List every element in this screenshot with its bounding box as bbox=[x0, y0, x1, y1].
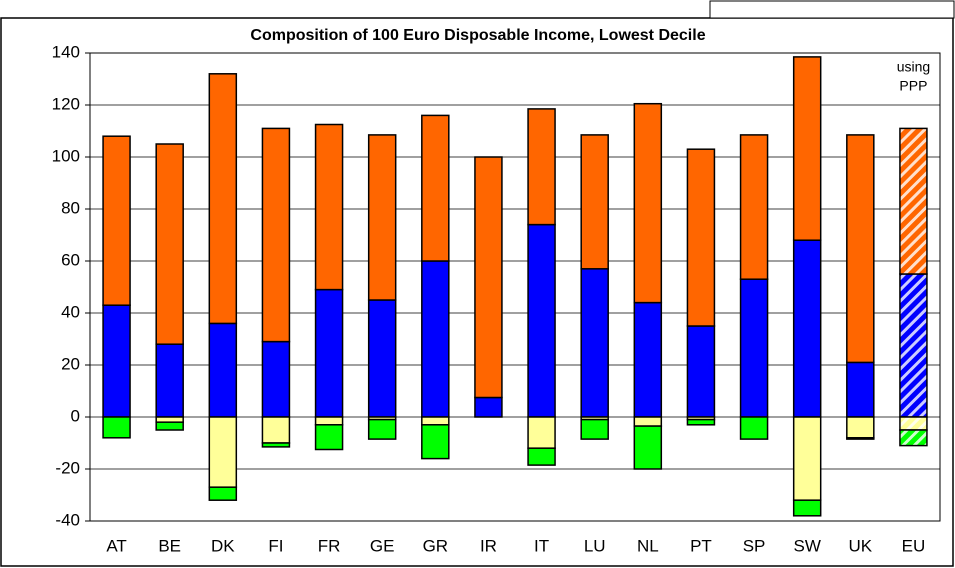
bar-segment bbox=[527, 447, 556, 466]
x-tick-label: IT bbox=[534, 536, 549, 555]
bar-segment bbox=[580, 418, 609, 440]
bar-segment bbox=[261, 442, 291, 448]
y-tick-label: 80 bbox=[61, 198, 80, 217]
header-box bbox=[709, 0, 955, 19]
annotation: PPP bbox=[899, 78, 927, 94]
x-tick-label: GR bbox=[423, 536, 449, 555]
bar-segment bbox=[421, 114, 450, 262]
bar-segment bbox=[580, 268, 609, 418]
bar-segment bbox=[739, 416, 769, 440]
bar-segment bbox=[686, 325, 716, 418]
annotation: using bbox=[897, 59, 930, 75]
bar-segment bbox=[314, 288, 344, 418]
x-tick-label: FR bbox=[318, 536, 341, 555]
bar-segment bbox=[421, 260, 450, 418]
bar-segment bbox=[846, 134, 875, 364]
bar-segment bbox=[686, 418, 716, 426]
bar-segment bbox=[527, 416, 556, 449]
y-tick-label: 140 bbox=[52, 42, 80, 61]
chart-frame bbox=[0, 17, 954, 567]
y-tick-label: 20 bbox=[61, 354, 80, 373]
bar-segment bbox=[527, 108, 556, 226]
x-tick-label: IR bbox=[480, 536, 497, 555]
bar-segment bbox=[102, 304, 131, 418]
bar-segment bbox=[792, 416, 822, 501]
bar-segment bbox=[102, 135, 131, 306]
bar-segment bbox=[421, 416, 450, 426]
bar-segment bbox=[208, 486, 238, 501]
x-tick-label: LU bbox=[584, 536, 606, 555]
bar-segment bbox=[208, 416, 238, 488]
bar-segment bbox=[367, 299, 397, 418]
bar-segment bbox=[314, 416, 344, 426]
bar-segment bbox=[792, 499, 822, 517]
y-tick-label: 100 bbox=[52, 146, 80, 165]
x-tick-label: UK bbox=[849, 536, 873, 555]
bar-segment bbox=[792, 239, 822, 418]
bar-segment bbox=[899, 273, 928, 418]
bar-segment bbox=[474, 156, 503, 399]
x-tick-label: DK bbox=[211, 536, 235, 555]
x-tick-label: BE bbox=[158, 536, 181, 555]
bar-segment bbox=[580, 134, 609, 270]
bar-segment bbox=[846, 361, 875, 418]
bar-segment bbox=[846, 437, 875, 440]
bar-segment bbox=[155, 143, 184, 345]
bar-segment bbox=[155, 416, 184, 423]
bar-segment bbox=[155, 343, 184, 418]
x-tick-label: PT bbox=[690, 536, 712, 555]
bar-segment bbox=[899, 429, 928, 447]
y-tick-label: 60 bbox=[61, 250, 80, 269]
bar-segment bbox=[421, 424, 450, 460]
x-tick-label: SW bbox=[793, 536, 820, 555]
bar-segment bbox=[739, 134, 769, 280]
bar-segment bbox=[846, 416, 875, 439]
bar-segment bbox=[633, 301, 663, 418]
x-tick-label: GE bbox=[370, 536, 395, 555]
bar-segment bbox=[208, 322, 238, 418]
bar-segment bbox=[633, 425, 663, 470]
bar-segment bbox=[261, 416, 291, 444]
bar-segment bbox=[102, 416, 131, 439]
bar-segment bbox=[739, 278, 769, 418]
x-tick-label: SP bbox=[743, 536, 766, 555]
bar-segment bbox=[633, 416, 663, 427]
bar-segment bbox=[633, 102, 663, 304]
bar-segment bbox=[155, 421, 184, 431]
x-tick-label: FI bbox=[268, 536, 283, 555]
bar-segment bbox=[527, 223, 556, 418]
chart-title: Composition of 100 Euro Disposable Incom… bbox=[250, 27, 705, 44]
bar-segment bbox=[899, 416, 928, 431]
bar-segment bbox=[314, 123, 344, 291]
y-tick-label: 0 bbox=[71, 406, 80, 425]
bar-segment bbox=[367, 418, 397, 440]
bar-segment bbox=[899, 127, 928, 275]
bar-segment bbox=[208, 73, 238, 325]
bar-segment bbox=[686, 148, 716, 327]
bar-segment bbox=[367, 134, 397, 301]
y-tick-label: 40 bbox=[61, 302, 80, 321]
bar-segment bbox=[792, 56, 822, 241]
bar-segment bbox=[261, 127, 291, 343]
y-tick-label: -20 bbox=[55, 458, 80, 477]
bar-segment bbox=[261, 340, 291, 418]
x-tick-label: AT bbox=[106, 536, 126, 555]
x-tick-label: NL bbox=[637, 536, 659, 555]
bar-segment bbox=[314, 424, 344, 451]
y-tick-label: -40 bbox=[55, 510, 80, 529]
y-tick-label: 120 bbox=[52, 94, 80, 113]
x-tick-label: EU bbox=[902, 536, 926, 555]
bar-segment bbox=[474, 396, 503, 418]
